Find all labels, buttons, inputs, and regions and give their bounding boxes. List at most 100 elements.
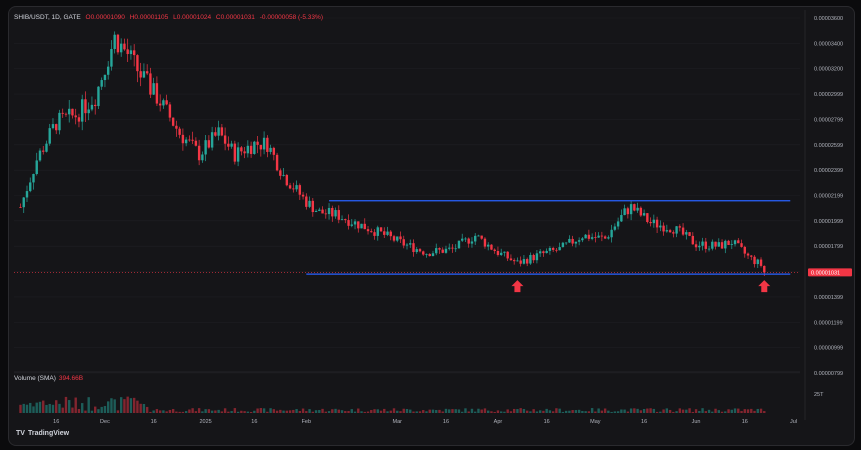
candle-body <box>373 232 376 236</box>
volume-bar <box>93 406 97 413</box>
tradingview-logo-icon: TV <box>16 430 25 437</box>
volume-bar <box>344 411 347 413</box>
volume-axis-label: 25T <box>814 392 824 398</box>
volume-bar <box>396 410 399 413</box>
candle-body <box>574 241 578 244</box>
volume-bar <box>90 410 94 413</box>
volume-bar <box>428 409 431 413</box>
volume-bar <box>386 411 389 413</box>
candle-body <box>285 174 289 186</box>
candle-body <box>607 237 610 239</box>
x-tick-label: 16 <box>151 419 157 425</box>
volume-bar <box>457 409 461 413</box>
candle-body <box>685 232 688 235</box>
volume-bar <box>642 408 646 413</box>
candle-body <box>282 174 285 176</box>
ohlc-legend: SHIB/USDT, 1D, GATE O0.00001090 H0.00001… <box>14 14 326 21</box>
y-tick-label: 0.00003400 <box>814 41 843 47</box>
volume-bar <box>435 409 438 413</box>
volume-bar <box>610 411 613 413</box>
candle-body <box>750 255 753 257</box>
candle-body <box>467 238 470 244</box>
volume-bar <box>132 397 136 413</box>
tradingview-brand[interactable]: TV TradingView <box>16 430 69 437</box>
chart-frame <box>8 6 855 446</box>
x-tick-label: May <box>590 419 601 425</box>
volume-bar <box>123 399 126 413</box>
candle-body <box>538 251 542 254</box>
volume-bar <box>81 403 84 413</box>
candle-body <box>308 200 311 207</box>
volume-bar <box>240 410 243 413</box>
candle-body <box>675 226 678 234</box>
x-tick-label: Feb <box>302 419 311 425</box>
candle-body <box>129 50 133 55</box>
candle-body <box>564 242 568 244</box>
volume-bar <box>58 403 61 413</box>
x-tick-label: Jun <box>692 419 701 425</box>
candle-body <box>139 71 142 78</box>
candle-body <box>454 248 457 250</box>
markers <box>511 280 771 293</box>
candle-body <box>428 253 431 257</box>
volume-bar <box>282 410 285 413</box>
candle-body <box>655 219 659 228</box>
candle-body <box>279 170 282 176</box>
y-axis: 0.00003600 0.00003400 0.00003200 0.00002999… <box>808 16 852 398</box>
candle-body <box>236 147 240 162</box>
volume-bar <box>636 408 639 413</box>
volume-bar <box>759 408 763 413</box>
last-price-label: 0.00001031 <box>811 270 840 276</box>
x-tick-label: 2025 <box>200 419 212 425</box>
volume-bar <box>19 404 22 413</box>
volume-bar <box>659 411 662 413</box>
candle-body <box>386 231 389 235</box>
candle-body <box>256 141 259 145</box>
candle-body <box>97 86 100 107</box>
candle-body <box>451 247 454 249</box>
candle-body <box>334 210 337 217</box>
candle-body <box>162 100 165 106</box>
candle-body <box>370 231 373 233</box>
candle-body <box>246 145 250 154</box>
candle-body <box>301 194 305 197</box>
candle-body <box>694 244 698 248</box>
volume-bar <box>227 411 230 413</box>
volume-bar <box>685 409 688 413</box>
volume-bar <box>474 411 477 413</box>
volume-bar <box>314 410 318 413</box>
up-arrow-icon <box>511 280 524 293</box>
volume-bar <box>409 409 412 413</box>
candle-body <box>753 256 756 265</box>
candle-body <box>243 151 246 154</box>
volume-bar <box>25 404 29 413</box>
volume-bar <box>701 408 704 413</box>
candle-body <box>399 236 402 240</box>
volume-bar <box>512 408 516 413</box>
candle-body <box>551 247 555 250</box>
candle-body <box>175 125 178 129</box>
volume-bar <box>220 411 224 413</box>
candle-body <box>490 244 493 250</box>
candle-body <box>240 147 243 152</box>
volume-bar <box>538 410 542 413</box>
volume-bar <box>467 411 470 413</box>
candle-body <box>84 99 87 114</box>
volume-bar <box>704 411 708 413</box>
candle-body <box>636 207 639 211</box>
volume-bar <box>129 398 133 413</box>
volume-bar <box>113 399 116 413</box>
volume-bar <box>597 408 600 413</box>
volume-bar <box>204 409 207 413</box>
candle-body <box>207 140 211 148</box>
candle-body <box>646 213 649 223</box>
volume-bar <box>126 396 129 413</box>
volume-bar <box>464 408 467 413</box>
volume-bar <box>152 410 155 413</box>
candle-body <box>698 245 701 248</box>
grid <box>14 10 806 420</box>
candle-body <box>532 254 535 261</box>
candle-body <box>272 147 276 155</box>
candle-body <box>376 227 379 236</box>
